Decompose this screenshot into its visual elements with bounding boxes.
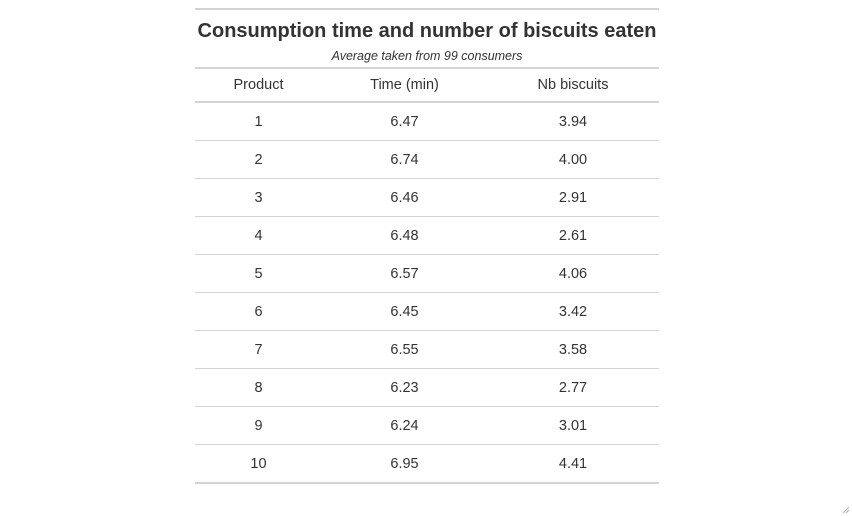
time-cell: 6.23 bbox=[322, 368, 487, 407]
time-cell: 6.46 bbox=[322, 178, 487, 217]
table-row: 8 6.23 2.77 bbox=[195, 368, 659, 407]
nb-biscuits-cell: 3.42 bbox=[487, 292, 659, 331]
table-row: 10 6.95 4.41 bbox=[195, 444, 659, 484]
product-cell: 3 bbox=[195, 178, 322, 217]
table-title: Consumption time and number of biscuits … bbox=[197, 20, 657, 42]
table-row: 1 6.47 3.94 bbox=[195, 102, 659, 141]
data-table: Product Time (min) Nb biscuits 1 6.47 3.94… bbox=[195, 69, 659, 484]
time-cell: 6.55 bbox=[322, 330, 487, 369]
top-rule bbox=[195, 8, 659, 10]
data-table-container: Consumption time and number of biscuits … bbox=[195, 8, 659, 484]
table-row: 3 6.46 2.91 bbox=[195, 178, 659, 217]
time-cell: 6.57 bbox=[322, 254, 487, 293]
column-header-nb-biscuits: Nb biscuits bbox=[487, 69, 659, 103]
time-cell: 6.48 bbox=[322, 216, 487, 255]
table-body: 1 6.47 3.94 2 6.74 4.00 3 6.46 2.91 4 6.48 2.61 5 6.5… bbox=[195, 102, 659, 484]
nb-biscuits-cell: 4.00 bbox=[487, 140, 659, 179]
time-cell: 6.74 bbox=[322, 140, 487, 179]
time-cell: 6.45 bbox=[322, 292, 487, 331]
nb-biscuits-cell: 3.01 bbox=[487, 406, 659, 445]
header-row: Product Time (min) Nb biscuits bbox=[195, 69, 659, 103]
product-cell: 9 bbox=[195, 406, 322, 445]
product-cell: 1 bbox=[195, 102, 322, 141]
resize-grip-icon[interactable] bbox=[840, 504, 850, 514]
table-row: 5 6.57 4.06 bbox=[195, 254, 659, 293]
nb-biscuits-cell: 4.41 bbox=[487, 444, 659, 484]
product-cell: 8 bbox=[195, 368, 322, 407]
nb-biscuits-cell: 3.58 bbox=[487, 330, 659, 369]
product-cell: 4 bbox=[195, 216, 322, 255]
table-row: 7 6.55 3.58 bbox=[195, 330, 659, 369]
time-cell: 6.95 bbox=[322, 444, 487, 484]
column-header-product: Product bbox=[195, 69, 322, 103]
table-row: 2 6.74 4.00 bbox=[195, 140, 659, 179]
product-cell: 7 bbox=[195, 330, 322, 369]
nb-biscuits-cell: 2.77 bbox=[487, 368, 659, 407]
product-cell: 2 bbox=[195, 140, 322, 179]
table-row: 4 6.48 2.61 bbox=[195, 216, 659, 255]
nb-biscuits-cell: 4.06 bbox=[487, 254, 659, 293]
product-cell: 10 bbox=[195, 444, 322, 484]
table-subtitle: Average taken from 99 consumers bbox=[195, 45, 659, 69]
table-row: 9 6.24 3.01 bbox=[195, 406, 659, 445]
product-cell: 5 bbox=[195, 254, 322, 293]
time-cell: 6.47 bbox=[322, 102, 487, 141]
product-cell: 6 bbox=[195, 292, 322, 331]
table-row: 6 6.45 3.42 bbox=[195, 292, 659, 331]
time-cell: 6.24 bbox=[322, 406, 487, 445]
column-header-time: Time (min) bbox=[322, 69, 487, 103]
nb-biscuits-cell: 2.61 bbox=[487, 216, 659, 255]
nb-biscuits-cell: 2.91 bbox=[487, 178, 659, 217]
nb-biscuits-cell: 3.94 bbox=[487, 102, 659, 141]
